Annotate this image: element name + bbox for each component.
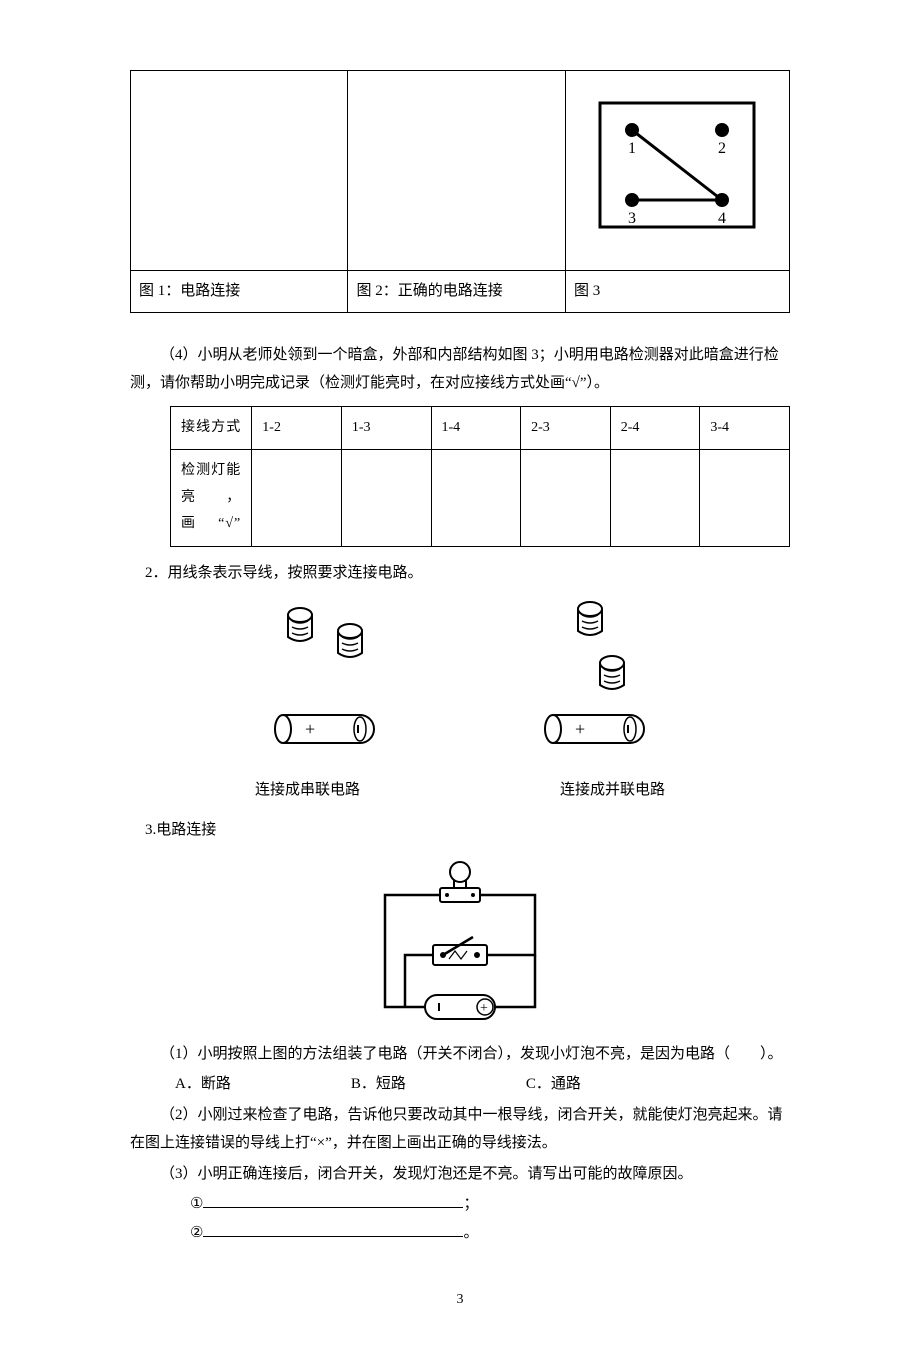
- q4-col-6: 3-4: [700, 406, 790, 450]
- fig3-caption: 图 3: [565, 271, 789, 313]
- option-a: A．断路: [175, 1070, 231, 1099]
- svg-text:1: 1: [628, 140, 636, 157]
- q3-sub3: （3）小明正确连接后，闭合开关，发现灯泡还是不亮。请写出可能的故障原因。: [130, 1160, 790, 1189]
- figure-table: 1 2 3 4 图 1：电路连接 图 2：正确的电路连接 图 3: [130, 70, 790, 313]
- q4-answer-cell: [521, 450, 611, 547]
- svg-text:+: +: [575, 719, 585, 739]
- q4-answer-cell: [341, 450, 431, 547]
- parallel-circuit-diagram: +: [520, 599, 670, 759]
- q4-text: （4）小明从老师处领到一个暗盒，外部和内部结构如图 3；小明用电路检测器对此暗盒…: [130, 341, 790, 398]
- circuit-diagrams-row: + +: [130, 599, 790, 770]
- q4-col-5: 2-4: [610, 406, 700, 450]
- parallel-label: 连接成并联电路: [560, 776, 665, 805]
- q4-answer-cell: [700, 450, 790, 547]
- q4-row2-header: 检测灯能亮，画“√”: [171, 450, 252, 547]
- q4-answer-cell: [610, 450, 700, 547]
- q2-heading: 2．用线条表示导线，按照要求连接电路。: [130, 559, 790, 588]
- svg-text:+: +: [480, 1001, 488, 1016]
- page-number: 3: [130, 1287, 790, 1314]
- svg-text:+: +: [305, 719, 315, 739]
- svg-text:4: 4: [718, 210, 726, 227]
- option-c: C．通路: [526, 1070, 581, 1099]
- q4-col-1: 1-2: [252, 406, 342, 450]
- q3-sub2: （2）小刚过来检查了电路，告诉他只要改动其中一根导线，闭合开关，就能使灯泡亮起来…: [130, 1101, 790, 1158]
- svg-text:2: 2: [718, 140, 726, 157]
- q3-blank1: ①；: [130, 1190, 790, 1219]
- circuit-labels: 连接成串联电路 连接成并联电路: [130, 776, 790, 805]
- q3-heading: 3.电路连接: [130, 816, 790, 845]
- q4-answer-cell: [252, 450, 342, 547]
- q4-col-4: 2-3: [521, 406, 611, 450]
- q3-blank2: ②。: [130, 1219, 790, 1248]
- series-circuit-diagram: +: [250, 599, 400, 759]
- q4-answer-cell: [431, 450, 521, 547]
- q4-col-2: 1-3: [341, 406, 431, 450]
- fig2-caption: 图 2：正确的电路连接: [348, 271, 565, 313]
- q3-options: A．断路 B．短路 C．通路: [130, 1070, 790, 1099]
- fig3-diagram: 1 2 3 4: [592, 95, 762, 235]
- q4-col-3: 1-4: [431, 406, 521, 450]
- q4-data-table: 接线方式 1-2 1-3 1-4 2-3 2-4 3-4 检测灯能亮，画“√”: [170, 406, 790, 547]
- q4-row1-header: 接线方式: [171, 406, 252, 450]
- svg-text:3: 3: [628, 210, 636, 227]
- q3-sub1: （1）小明按照上图的方法组装了电路（开关不闭合），发现小灯泡不亮，是因为电路（ …: [130, 1040, 790, 1069]
- series-label: 连接成串联电路: [255, 776, 360, 805]
- fig1-caption: 图 1：电路连接: [131, 271, 348, 313]
- option-b: B．短路: [351, 1070, 406, 1099]
- q3-circuit-diagram: +: [365, 855, 555, 1030]
